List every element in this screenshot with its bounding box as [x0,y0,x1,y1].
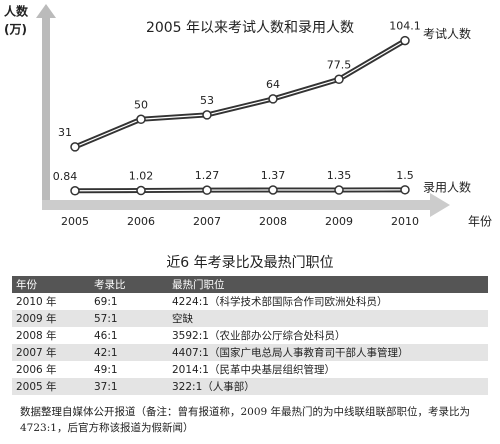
table: 年份 考录比 最热门职位 2010 年 69:1 4224:1（科学技术部国际合作司欧洲处… [12,276,488,395]
point [268,185,278,195]
cell: 2005 年 [12,378,90,395]
x-tick-label: 2007 [193,215,221,228]
cell: 49:1 [94,363,118,376]
x-tick-label: 2010 [391,215,419,228]
cell: 2008 年 [16,330,57,342]
x-tick-label: 2008 [259,215,287,228]
point [70,186,80,196]
series-name: 考试人数 [423,26,471,41]
point [202,185,212,195]
point [136,185,146,196]
value-label: 31 [58,126,72,139]
value-label: 1.35 [327,169,352,182]
value-label: 1.37 [261,169,286,182]
table-row: 2010 年 69:1 4224:1（科学技术部国际合作司欧洲处科员） [12,293,488,310]
cell: 2014:1（民革中央基层组织管理） [172,364,335,376]
cell: 42:1 [90,344,168,361]
value-label: 1.02 [129,170,154,183]
cell: 2007 年 [12,344,90,361]
cell: 2009 年 [12,310,90,327]
series-line-inner [74,189,406,192]
cell: 2010 年 [16,296,57,308]
value-label: 64 [266,78,280,91]
value-label: 77.5 [327,58,352,71]
footnote: 数据整理自媒体公开报道（备注：曾有报道称，2009 年最热门的为中线联组联部职位… [20,406,471,434]
chart-title: 2005 年以来考试人数和录用人数 [146,20,354,36]
value-label: 104.1 [389,20,421,33]
series-name: 录用人数 [423,179,471,194]
cell: 46:1 [94,329,118,342]
table-title: 近6 年考录比及最热门职位 [166,255,334,271]
cell: 4224:1（科学技术部国际合作司欧洲处科员） [172,296,388,308]
series-line [74,38,407,150]
x-axis-arrow [42,193,450,217]
value-label: 53 [200,94,214,107]
value-label: 1.5 [396,169,414,182]
cell: 37:1 [90,378,168,395]
x-tick-label: 2009 [325,215,353,228]
point [70,142,80,152]
x-tick-label: 2006 [127,215,155,228]
point [136,114,146,125]
x-label: 年份 [468,215,492,229]
table-row: 2006 年 49:1 2014:1（民革中央基层组织管理） [12,361,488,378]
point [202,110,212,120]
cell: 69:1 [94,295,118,308]
y-unit: (万) [4,23,27,37]
cell: 3592:1（农业部办公厅综合处科员） [172,330,346,342]
point [334,74,344,85]
series-line-inner [74,40,406,148]
y-axis-arrow [36,4,56,208]
cell: 空缺 [168,310,488,327]
point [400,35,410,46]
header-cell: 年份 [12,276,90,293]
cell: 57:1 [90,310,168,327]
table-row: 2009 年 57:1 空缺 [12,310,488,327]
table-row: 2007 年 42:1 4407:1（国家广电总局人事教育司干部人事管理） [12,344,488,361]
table-row: 2005 年 37:1 322:1（人事部） [12,378,488,395]
value-label: 0.84 [53,170,78,183]
value-label: 50 [134,98,148,111]
table-row: 2008 年 46:1 3592:1（农业部办公厅综合处科员） [12,327,488,344]
y-label: 人数 [4,4,29,19]
point [400,185,410,195]
header-cell: 最热门职位 [168,276,488,293]
value-label: 1.27 [195,169,220,182]
header-cell: 考录比 [90,276,168,293]
table-header: 年份 考录比 最热门职位 [12,276,488,293]
x-tick-label: 2005 [61,215,89,228]
chart: 人数 (万) 2005 年以来考试人数和录用人数 年份 2005 2006 2007… [4,4,492,229]
cell: 322:1（人事部） [168,378,488,395]
point [268,94,278,104]
point [334,185,344,195]
cell: 4407:1（国家广电总局人事教育司干部人事管理） [168,344,488,361]
cell: 2006 年 [16,364,57,376]
